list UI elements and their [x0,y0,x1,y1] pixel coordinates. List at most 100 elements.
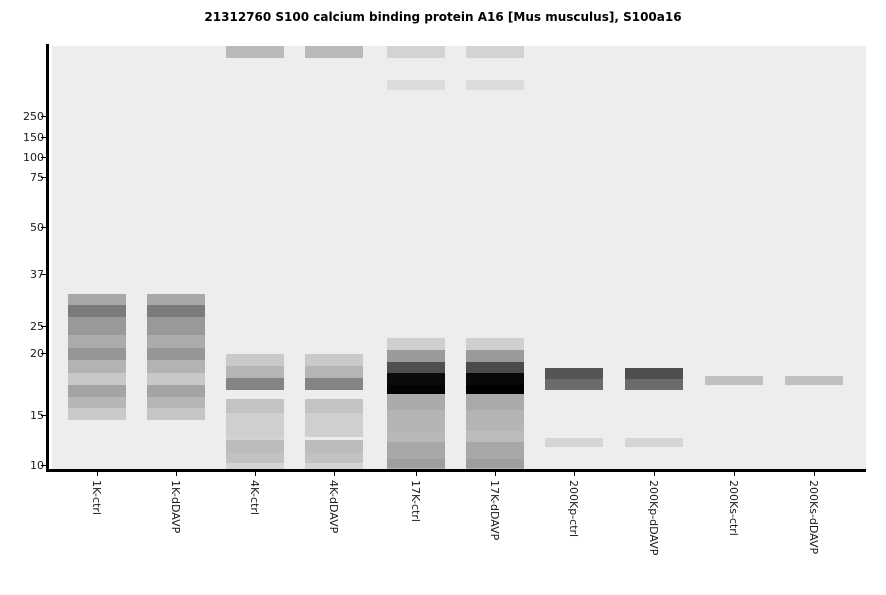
gel-band [387,362,445,373]
gel-band [466,373,524,385]
y-axis-tick-label: 25 [30,320,44,333]
gel-band [466,46,524,58]
gel-band [147,385,205,397]
gel-band [387,350,445,362]
gel-band [466,431,524,442]
y-axis-tick-mark [41,137,46,138]
gel-lane [625,46,683,470]
x-axis-tick-label-200ks-ctrl: 200Ks-ctrl [727,480,740,536]
gel-band [68,408,126,420]
gel-band [226,378,284,390]
gel-band [305,366,363,378]
gel-band [387,459,445,468]
gel-band [68,373,126,385]
x-axis-tick-label-4k-ctrl: 4K-ctrl [248,480,261,515]
gel-band [226,46,284,58]
gel-band [305,440,363,453]
gel-band [226,366,284,378]
gel-band [147,305,205,317]
gel-band [305,46,363,58]
gel-band [387,338,445,350]
x-axis-tick-mark [176,471,177,476]
gel-lane [226,46,284,470]
x-axis-tick-mark [97,471,98,476]
gel-band [147,373,205,385]
x-axis-tick-label-1k-ddavp: 1K-dDAVP [169,480,182,534]
gel-band [387,442,445,459]
x-axis-tick-mark [334,471,335,476]
gel-lane [545,46,603,470]
gel-band [68,335,126,348]
y-axis-tick-label: 75 [30,171,44,184]
y-axis-tick-label: 50 [30,221,44,234]
y-axis-tick-mark [41,465,46,466]
gel-band [147,335,205,348]
y-axis-tick-label: 15 [30,409,44,422]
y-axis-tick-mark [41,157,46,158]
gel-band [226,453,284,463]
gel-band [466,350,524,362]
gel-band [305,399,363,413]
y-axis-tick-mark [41,353,46,354]
gel-band [466,362,524,373]
gel-band [226,413,284,437]
x-axis-tick-mark [255,471,256,476]
x-axis-tick-label-200ks-ddavp: 200Ks-dDAVP [807,480,820,555]
y-axis-tick-mark [41,274,46,275]
gel-band [466,338,524,350]
gel-band [305,354,363,366]
gel-band [545,438,603,447]
gel-lane [68,46,126,470]
gel-band [785,376,843,385]
y-axis-tick-label: 250 [23,110,44,123]
y-axis-tick-label: 150 [23,131,44,144]
gel-band [147,348,205,360]
x-axis-tick-label-4k-ddavp: 4K-dDAVP [327,480,340,534]
y-axis-tick-label: 100 [23,151,44,164]
gel-band [387,431,445,442]
gel-band [68,397,126,408]
gel-band [147,360,205,373]
y-axis-tick-label: 37 [30,268,44,281]
x-axis-tick-mark [495,471,496,476]
gel-band [305,378,363,390]
gel-band [147,317,205,335]
x-axis-tick-label-17k-ddavp: 17K-dDAVP [488,480,501,541]
gel-band [68,294,126,305]
gel-band [625,438,683,447]
gel-band [387,385,445,394]
y-axis-tick-mark [41,177,46,178]
gel-band [466,80,524,90]
x-axis-tick-mark [574,471,575,476]
gel-band [226,399,284,413]
gel-band [68,305,126,317]
gel-band [68,348,126,360]
gel-band [466,385,524,394]
gel-band [226,354,284,366]
gel-band [226,463,284,470]
gel-lane [305,46,363,470]
gel-band [147,408,205,420]
plot-area [52,46,866,470]
x-axis-tick-mark [416,471,417,476]
gel-band [387,373,445,385]
gel-band [305,413,363,437]
gel-band [625,368,683,379]
gel-band [466,459,524,468]
x-axis-tick-label-200kp-ctrl: 200Kp-ctrl [567,480,580,538]
y-axis-tick-mark [41,116,46,117]
gel-band [387,410,445,431]
gel-band [387,394,445,410]
x-axis-tick-mark [654,471,655,476]
y-axis-ticks: 250 150 100 75 50 37 25 20 15 10 [0,0,46,595]
gel-band [68,317,126,335]
y-axis-tick-mark [41,326,46,327]
y-axis-line [46,44,49,472]
gel-band [705,376,763,385]
gel-band [226,440,284,453]
gel-band [305,463,363,470]
gel-lane [147,46,205,470]
gel-lane [785,46,843,470]
page-title: 21312760 S100 calcium binding protein A1… [204,10,682,24]
